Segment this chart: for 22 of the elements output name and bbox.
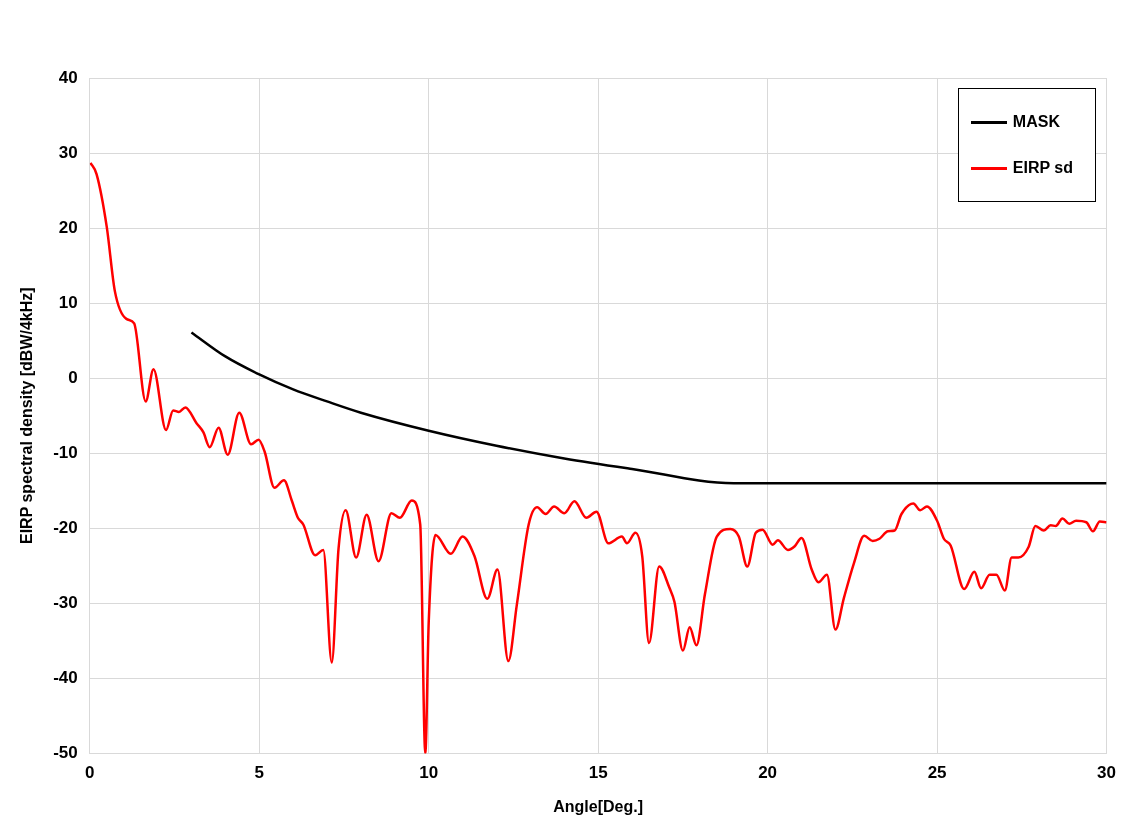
x-tick-label: 25 <box>927 763 947 783</box>
y-tick-label: 40 <box>58 67 78 87</box>
y-tick-label: -30 <box>53 593 78 612</box>
legend-label: MASK <box>1012 113 1060 131</box>
x-tick-label: 30 <box>1097 763 1117 783</box>
line-series <box>190 331 1107 485</box>
y-tick-label: 0 <box>68 367 78 387</box>
y-axis-title: EIRP spectral density [dBW/4kHz] <box>18 287 36 545</box>
y-tick-label: -50 <box>53 743 78 763</box>
x-tick-label: 10 <box>419 763 439 783</box>
x-tick-label: 15 <box>588 763 608 783</box>
y-tick-label: -10 <box>53 442 78 462</box>
y-tick-label: 30 <box>58 142 78 162</box>
y-tick-label: -20 <box>53 517 78 537</box>
y-tick-label: -40 <box>53 668 78 688</box>
y-tick-label: 10 <box>58 292 78 312</box>
x-tick-label: 0 <box>85 763 95 783</box>
x-tick-label: 20 <box>758 763 778 783</box>
x-tick-label: 5 <box>254 763 264 783</box>
legend-label: EIRP sd <box>1012 159 1073 177</box>
y-tick-label: 20 <box>58 217 78 237</box>
x-axis-title: Angle[Deg.] <box>553 797 644 815</box>
